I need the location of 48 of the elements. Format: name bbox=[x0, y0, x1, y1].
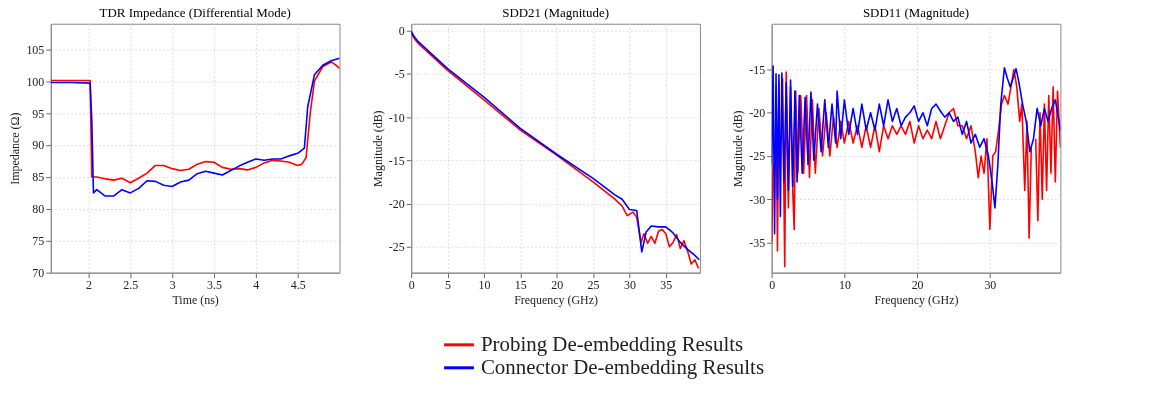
y-tick-label: 80 bbox=[32, 202, 45, 217]
x-tick-label: 0 bbox=[408, 278, 415, 293]
y-tick-label: 95 bbox=[32, 106, 45, 121]
y-tick-label: -25 bbox=[749, 149, 766, 164]
y-tick-label: -25 bbox=[388, 240, 405, 255]
x-tick-label: 0 bbox=[769, 278, 776, 293]
x-tick-label: 5 bbox=[445, 278, 452, 293]
chart-title: SDD11 (Magnitude) bbox=[862, 4, 970, 20]
y-tick-label: -5 bbox=[394, 67, 405, 82]
y-tick-label: -20 bbox=[749, 106, 766, 121]
x-tick-label: 30 bbox=[984, 278, 997, 293]
x-tick-label: 2.5 bbox=[123, 278, 139, 293]
chart-title: TDR Impedance (Differential Mode) bbox=[99, 4, 291, 20]
y-tick-label: -10 bbox=[388, 110, 405, 125]
y-tick-label: -35 bbox=[749, 235, 766, 250]
x-tick-label: 3 bbox=[169, 278, 176, 293]
legend-label: Probing De-embedding Results bbox=[480, 331, 744, 356]
y-tick-label: -30 bbox=[749, 192, 766, 207]
y-tick-label: 75 bbox=[32, 234, 45, 249]
x-axis-title: Frequency (GHz) bbox=[514, 293, 599, 308]
y-tick-label: 0 bbox=[398, 24, 405, 39]
y-axis-title: Magnitude (dB) bbox=[731, 110, 746, 187]
x-tick-label: 4 bbox=[253, 278, 260, 293]
x-tick-label: 20 bbox=[551, 278, 564, 293]
x-tick-label: 35 bbox=[660, 278, 673, 293]
x-tick-label: 20 bbox=[911, 278, 924, 293]
x-tick-label: 25 bbox=[587, 278, 600, 293]
y-tick-label: 90 bbox=[32, 138, 45, 153]
x-axis-title: Frequency (GHz) bbox=[874, 293, 959, 308]
x-tick-label: 10 bbox=[478, 278, 491, 293]
y-axis-title: Magnitude (dB) bbox=[370, 110, 385, 187]
y-tick-label: 70 bbox=[32, 266, 45, 281]
y-tick-label: -15 bbox=[749, 63, 766, 78]
x-tick-label: 15 bbox=[514, 278, 527, 293]
y-tick-label: -15 bbox=[388, 153, 405, 168]
chart-title: SDD21 (Magnitude) bbox=[502, 4, 609, 20]
line-series bbox=[771, 65, 1061, 235]
x-tick-label: 10 bbox=[838, 278, 851, 293]
y-axis-title: Impedance (Ω) bbox=[8, 112, 23, 185]
x-tick-label: 4.5 bbox=[290, 278, 306, 293]
y-tick-label: 105 bbox=[26, 42, 45, 57]
x-tick-label: 30 bbox=[623, 278, 636, 293]
x-tick-label: 2 bbox=[85, 278, 92, 293]
x-tick-label: 3.5 bbox=[207, 278, 222, 293]
y-tick-label: 85 bbox=[32, 170, 45, 185]
y-tick-label: -20 bbox=[388, 197, 405, 211]
y-tick-label: 100 bbox=[26, 74, 45, 89]
x-axis-title: Time (ns) bbox=[172, 293, 219, 308]
